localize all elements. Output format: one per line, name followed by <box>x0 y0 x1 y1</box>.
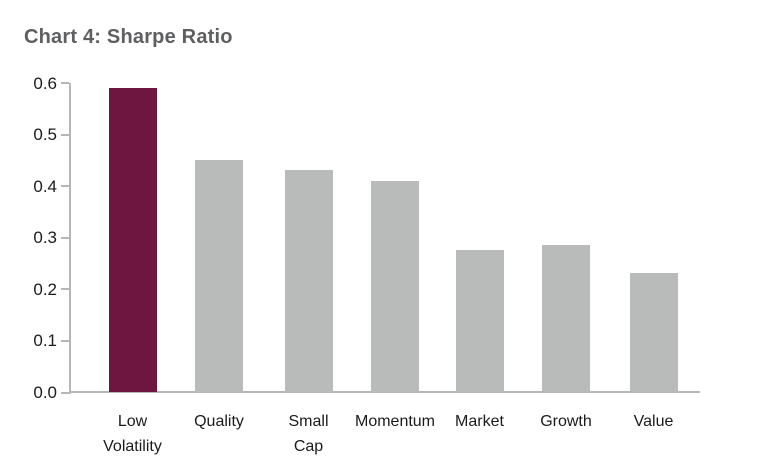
y-axis-tick-mark <box>61 391 69 394</box>
y-axis-tick-mark <box>61 339 69 342</box>
y-axis-tick-label: 0.5 <box>33 125 57 145</box>
y-axis-tick-mark <box>61 236 69 239</box>
x-axis-label-small-cap: Small Cap <box>288 413 329 455</box>
x-axis-label-quality: Quality <box>194 413 244 430</box>
x-axis-label-low-volatility: Low Volatility <box>103 413 162 455</box>
x-axis-label-momentum: Momentum <box>354 413 436 430</box>
y-axis-tick-label: 0.0 <box>33 383 57 402</box>
y-axis-tick-label: 0.4 <box>33 176 57 196</box>
y-axis-tick-mark <box>61 185 69 188</box>
y-axis-tick-label: 0.6 <box>33 73 57 93</box>
y-axis-tick-label: 0.1 <box>33 331 57 351</box>
y-axis-tick-mark <box>61 133 69 136</box>
bar-small-cap <box>284 170 333 392</box>
bar-low-volatility <box>108 87 157 392</box>
x-axis-label-growth: Growth <box>540 413 592 430</box>
bar-momentum <box>371 180 419 392</box>
bar-market <box>455 250 504 392</box>
y-axis-tick-mark <box>61 288 69 291</box>
y-axis-tick-label: 0.3 <box>33 228 57 248</box>
plot-area <box>70 83 700 392</box>
x-axis-label-value: Value <box>633 413 674 430</box>
y-axis-tick-mark <box>61 82 69 84</box>
bar-value <box>629 273 678 392</box>
bar-growth <box>542 245 590 392</box>
chart-title: Chart 4: Sharpe Ratio <box>24 26 233 48</box>
x-axis-baseline <box>69 391 700 393</box>
y-axis-tick-label: 0.2 <box>33 279 57 299</box>
y-axis-line <box>69 83 71 394</box>
x-axis-label-market: Market <box>455 413 504 430</box>
bar-quality <box>195 159 243 392</box>
